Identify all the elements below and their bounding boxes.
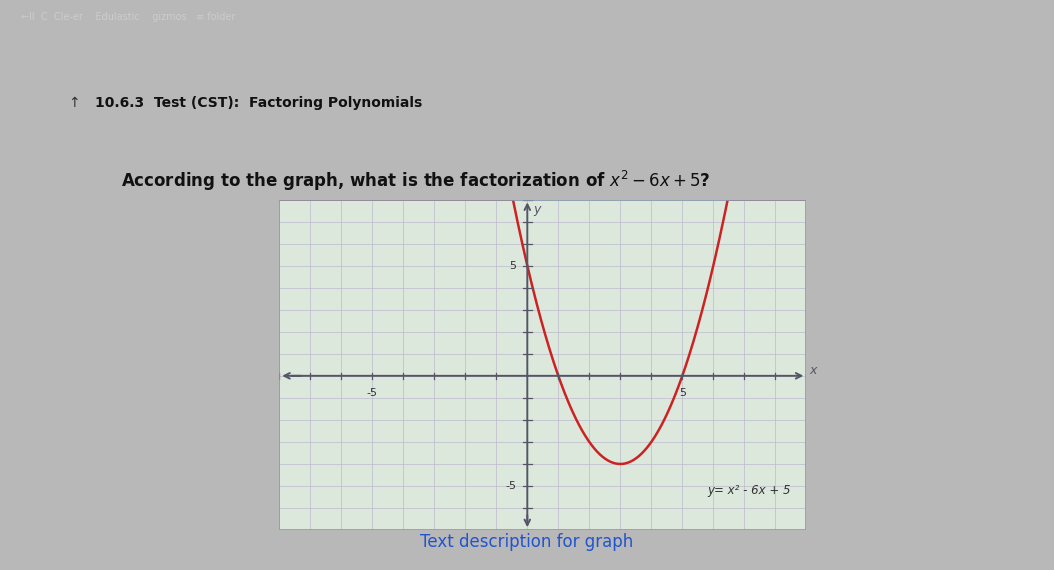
Text: 5: 5	[679, 388, 686, 398]
Text: y= x² - 6x + 5: y= x² - 6x + 5	[707, 484, 790, 497]
Text: ←ll  C  Cle-er    Edulastic    gizmos   ≡ folder: ←ll C Cle-er Edulastic gizmos ≡ folder	[21, 12, 235, 22]
Text: According to the graph, what is the factorization of $x^2-6x+5$?: According to the graph, what is the fact…	[121, 169, 710, 193]
Text: ↑: ↑	[69, 96, 80, 109]
Text: y: y	[533, 203, 541, 216]
Text: -5: -5	[367, 388, 377, 398]
Text: x: x	[809, 364, 817, 377]
Text: 10.6.3  Test (CST):  Factoring Polynomials: 10.6.3 Test (CST): Factoring Polynomials	[95, 96, 422, 109]
Text: 5: 5	[509, 260, 516, 271]
Text: Text description for graph: Text description for graph	[421, 534, 633, 551]
Text: -5: -5	[506, 481, 516, 491]
